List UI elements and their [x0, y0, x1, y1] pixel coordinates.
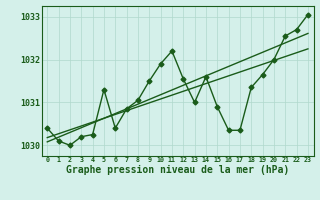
X-axis label: Graphe pression niveau de la mer (hPa): Graphe pression niveau de la mer (hPa) — [66, 165, 289, 175]
